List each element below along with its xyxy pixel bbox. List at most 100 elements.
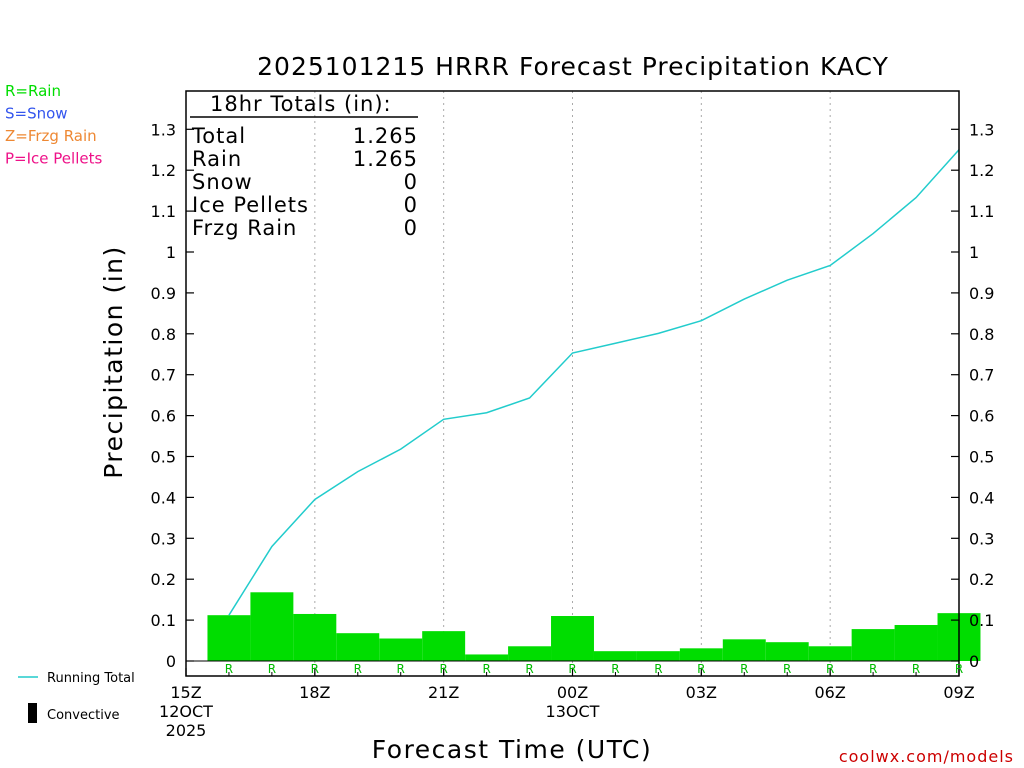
- y-tick-label-right: 0.6: [969, 407, 994, 426]
- precip-type-mark: R: [482, 662, 490, 676]
- y-tick-label: 1.1: [151, 202, 176, 221]
- precip-bar: [808, 646, 852, 661]
- totals-row-label: Frzg Rain: [192, 216, 297, 240]
- x-tick-label: 06Z: [815, 683, 846, 702]
- x-tick-label: 12OCT: [159, 702, 213, 721]
- precip-bar: [593, 651, 637, 661]
- x-tick-label: 15Z: [170, 683, 201, 702]
- y-tick-label-right: 1.2: [969, 161, 994, 180]
- running-total-line: [228, 149, 960, 616]
- precip-bar: [293, 613, 337, 661]
- y-tick-label-right: 0: [969, 652, 979, 671]
- precip-type-mark: R: [397, 662, 405, 676]
- totals-row-value: 0: [404, 170, 418, 194]
- precip-type-mark: R: [439, 662, 447, 676]
- totals-row-value: 1.265: [353, 124, 418, 148]
- x-tick-label: 21Z: [428, 683, 459, 702]
- y-tick-label-right: 0.4: [969, 488, 994, 507]
- precip-type-legend: R=Rain S=Snow Z=Frzg Rain P=Ice Pellets: [5, 82, 102, 168]
- x-axis-title: Forecast Time (UTC): [372, 735, 652, 764]
- gridlines: [314, 91, 831, 676]
- precip-bar: [679, 648, 723, 661]
- y-tick-label: 0.5: [151, 448, 176, 467]
- precip-type-mark: R: [611, 662, 619, 676]
- y-tick-label-right: 0.3: [969, 529, 994, 548]
- precip-bar: [379, 638, 423, 661]
- y-tick-label-right: 1.3: [969, 120, 994, 139]
- precip-type-mark: R: [225, 662, 233, 676]
- precip-type-mark: R: [697, 662, 705, 676]
- y-tick-label-right: 0.7: [969, 366, 994, 385]
- convective-legend-swatch: [28, 703, 37, 723]
- precip-type-mark: R: [268, 662, 276, 676]
- precip-type-mark: R: [826, 662, 834, 676]
- precip-type-mark: R: [869, 662, 877, 676]
- y-tick-label: 0.6: [151, 407, 176, 426]
- running-total-series: [228, 149, 960, 616]
- precip-bar: [851, 629, 895, 661]
- y-tick-label: 1.2: [151, 161, 176, 180]
- totals-header: 18hr Totals (in):: [210, 92, 392, 116]
- y-tick-label: 0.3: [151, 529, 176, 548]
- y-axis-left: 0 0.1 0.2 0.3 0.4 0.5 0.6 0.7 0.8 0.9 1 1.1 1.2 1.3: [151, 120, 194, 671]
- precip-type-mark: R: [311, 662, 319, 676]
- precip-type-legend-item: S=Snow: [5, 105, 68, 123]
- precip-type-mark: R: [654, 662, 662, 676]
- y-tick-label: 0.9: [151, 284, 176, 303]
- totals-box: 18hr Totals (in): Total 1.265 Rain 1.265 Sno…: [190, 92, 418, 240]
- precip-bar: [336, 633, 380, 661]
- precip-type-mark: R: [740, 662, 748, 676]
- precip-type-legend-item: R=Rain: [5, 82, 61, 100]
- y-axis-right: 0 0.1 0.2 0.3 0.4 0.5 0.6 0.7 0.8 0.9 1 1.1 1.2 1.3: [951, 120, 994, 671]
- x-tick-label: 09Z: [943, 683, 974, 702]
- precip-bar: [508, 646, 552, 661]
- hourly-bars: [186, 592, 981, 662]
- precip-type-mark: R: [568, 662, 576, 676]
- y-tick-label: 0: [166, 652, 176, 671]
- y-tick-label: 0.8: [151, 325, 176, 344]
- series-legend: Running Total Convective: [18, 671, 135, 723]
- y-tick-label-right: 0.8: [969, 325, 994, 344]
- y-tick-label-right: 0.9: [969, 284, 994, 303]
- y-tick-label: 0.4: [151, 488, 176, 507]
- precip-bar: [422, 631, 466, 661]
- precip-type-legend-item: P=Ice Pellets: [5, 150, 102, 168]
- x-tick-label: 2025: [166, 721, 207, 740]
- chart-title: 2025101215 HRRR Forecast Precipitation K…: [257, 52, 889, 81]
- plot-frame: [185, 90, 960, 677]
- y-tick-label: 0.2: [151, 570, 176, 589]
- precip-type-mark: R: [912, 662, 920, 676]
- totals-row-label: Snow: [192, 170, 253, 194]
- x-tick-label: 13OCT: [546, 702, 600, 721]
- y-tick-label-right: 1: [969, 243, 979, 262]
- precip-bar: [894, 625, 938, 661]
- y-tick-label: 1: [166, 243, 176, 262]
- convective-legend-label: Convective: [47, 708, 120, 723]
- y-tick-label: 0.1: [151, 611, 176, 630]
- precip-bar: [551, 616, 594, 661]
- precip-type-mark: R: [783, 662, 791, 676]
- x-tick-label: 18Z: [299, 683, 330, 702]
- y-tick-label-right: 0.2: [969, 570, 994, 589]
- precip-type-mark: R: [525, 662, 533, 676]
- credit-text: coolwx.com/models: [839, 747, 1014, 766]
- precip-bar: [722, 639, 766, 661]
- precip-bar: [765, 642, 809, 661]
- x-tick-label: 00Z: [557, 683, 588, 702]
- x-tick-label: 03Z: [686, 683, 717, 702]
- precip-bar: [207, 615, 251, 661]
- precip-bar: [250, 592, 294, 661]
- precip-type-mark: R: [955, 662, 963, 676]
- totals-row-value: 1.265: [353, 147, 418, 171]
- precip-type-mark: R: [354, 662, 362, 676]
- y-tick-label: 1.3: [151, 120, 176, 139]
- precip-bar: [465, 654, 509, 661]
- precip-bar: [636, 651, 680, 661]
- y-tick-label-right: 0.5: [969, 448, 994, 467]
- totals-row-label: Total: [191, 124, 246, 148]
- totals-row-value: 0: [404, 193, 418, 217]
- y-tick-label: 0.7: [151, 366, 176, 385]
